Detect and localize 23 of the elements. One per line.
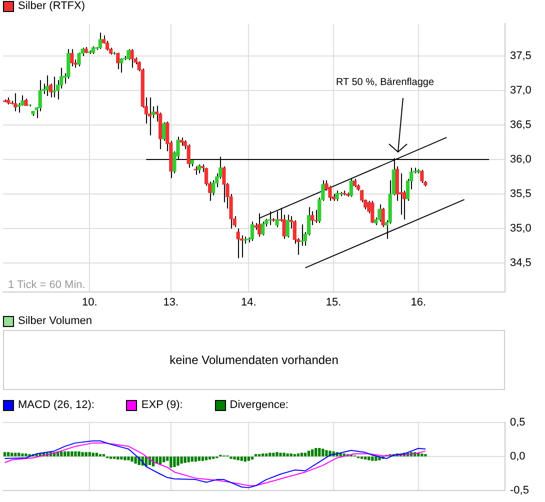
legend-label: Silber Volumen [18, 315, 92, 327]
y-tick-label: 0,0 [510, 450, 526, 463]
y-tick-label: 35,5 [510, 188, 532, 200]
y-tick-label: 37,0 [510, 84, 532, 97]
y-tick-label: 34,5 [510, 257, 532, 270]
y-tick-label: 36,5 [510, 119, 532, 132]
y-tick-label: -0,5 [510, 484, 529, 496]
y-tick-label: 0,5 [510, 416, 526, 429]
legend-label: Silber (RTFX) [18, 0, 86, 12]
y-tick-label: 37,5 [510, 50, 532, 62]
annotation: 1 Tick = 60 Min. [8, 279, 86, 291]
x-tick-label: 13. [163, 296, 179, 309]
legend-label: Divergence: [230, 399, 288, 411]
x-tick-label: 14. [241, 296, 256, 309]
text: keine Volumendaten vorhanden [170, 353, 338, 367]
x-tick-label: 15. [326, 296, 342, 309]
x-tick-label: 10. [82, 296, 98, 309]
y-tick-label: 35,0 [510, 222, 532, 235]
annotation: RT 50 %, Bärenflagge [336, 77, 434, 89]
y-tick-label: 36,0 [510, 154, 532, 166]
legend-label: EXP (9): [141, 399, 183, 411]
legend-label: MACD (26, 12): [18, 399, 94, 411]
x-tick-label: 16. [410, 296, 426, 309]
